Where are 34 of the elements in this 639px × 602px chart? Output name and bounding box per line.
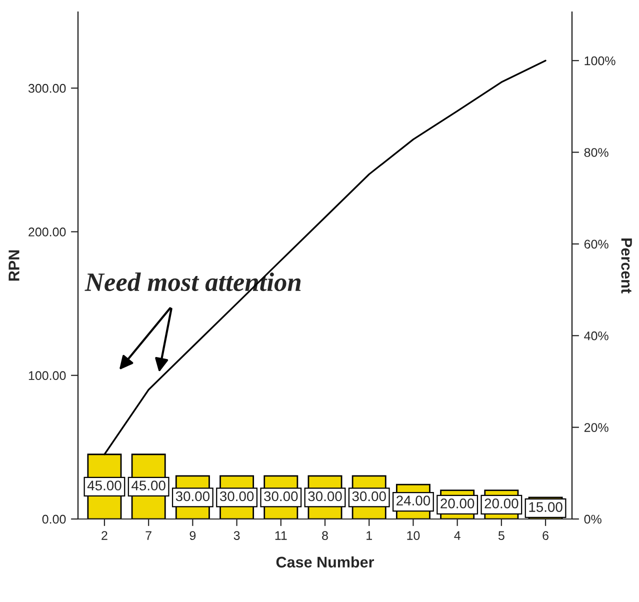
x-tick-label: 6 [542, 531, 548, 540]
x-tick-label: 11 [275, 531, 287, 540]
x-tick-label: 9 [190, 531, 196, 540]
data-label: 45.00 [132, 480, 166, 490]
y2-tick-label: 80% [584, 148, 608, 157]
y-tick-label: 100.00 [28, 371, 66, 380]
y2-tick-label: 100% [584, 56, 616, 66]
data-label: 45.00 [87, 480, 122, 490]
x-tick-label: 10 [407, 531, 420, 540]
y2-tick-label: 60% [584, 240, 608, 249]
x-tick-label: 3 [234, 531, 240, 540]
x-tick-label: 8 [322, 531, 328, 540]
data-label: 24.00 [396, 496, 430, 506]
y-tick-label: 300.00 [28, 84, 66, 93]
y-tick-label: 200.00 [28, 228, 66, 236]
y2-tick-label: 20% [584, 423, 608, 432]
y-tick-label: 0.00 [42, 514, 66, 524]
x-axis-title: Case Number [276, 556, 374, 568]
data-label: 30.00 [352, 491, 386, 502]
y2-axis-title: Percent [621, 238, 632, 294]
y-axis-title: RPN [8, 250, 20, 281]
x-tick-label: 1 [366, 531, 372, 540]
x-tick-label: 7 [146, 531, 152, 540]
y2-tick-label: 0% [584, 514, 602, 524]
x-tick-label: 4 [454, 531, 460, 540]
data-label: 30.00 [176, 491, 210, 502]
x-tick-label: 2 [102, 531, 108, 540]
data-label: 30.00 [264, 491, 298, 502]
y2-tick-label: 40% [584, 331, 608, 340]
data-label: 30.00 [308, 491, 342, 502]
data-label: 30.00 [220, 491, 254, 502]
data-label: 20.00 [440, 498, 474, 508]
data-label: 20.00 [484, 498, 518, 508]
x-tick-label: 5 [498, 531, 504, 540]
